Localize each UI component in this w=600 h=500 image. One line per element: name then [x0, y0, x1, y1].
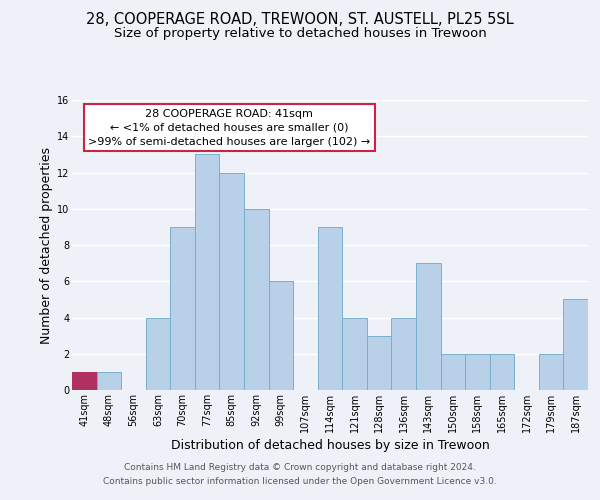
- Y-axis label: Number of detached properties: Number of detached properties: [40, 146, 53, 344]
- Bar: [416, 263, 440, 390]
- Bar: [97, 372, 121, 390]
- Text: 28 COOPERAGE ROAD: 41sqm
← <1% of detached houses are smaller (0)
>99% of semi-d: 28 COOPERAGE ROAD: 41sqm ← <1% of detach…: [88, 108, 371, 146]
- Bar: [195, 154, 220, 390]
- Bar: [342, 318, 367, 390]
- Text: Contains public sector information licensed under the Open Government Licence v3: Contains public sector information licen…: [103, 477, 497, 486]
- Bar: [244, 209, 269, 390]
- Bar: [269, 281, 293, 390]
- Bar: [220, 172, 244, 390]
- Bar: [391, 318, 416, 390]
- Text: Contains HM Land Registry data © Crown copyright and database right 2024.: Contains HM Land Registry data © Crown c…: [124, 464, 476, 472]
- Bar: [170, 227, 195, 390]
- Bar: [367, 336, 391, 390]
- Bar: [465, 354, 490, 390]
- Bar: [539, 354, 563, 390]
- Text: 28, COOPERAGE ROAD, TREWOON, ST. AUSTELL, PL25 5SL: 28, COOPERAGE ROAD, TREWOON, ST. AUSTELL…: [86, 12, 514, 28]
- Bar: [146, 318, 170, 390]
- Bar: [440, 354, 465, 390]
- Bar: [72, 372, 97, 390]
- Bar: [318, 227, 342, 390]
- Text: Size of property relative to detached houses in Trewoon: Size of property relative to detached ho…: [113, 28, 487, 40]
- X-axis label: Distribution of detached houses by size in Trewoon: Distribution of detached houses by size …: [170, 439, 490, 452]
- Bar: [490, 354, 514, 390]
- Bar: [563, 300, 588, 390]
